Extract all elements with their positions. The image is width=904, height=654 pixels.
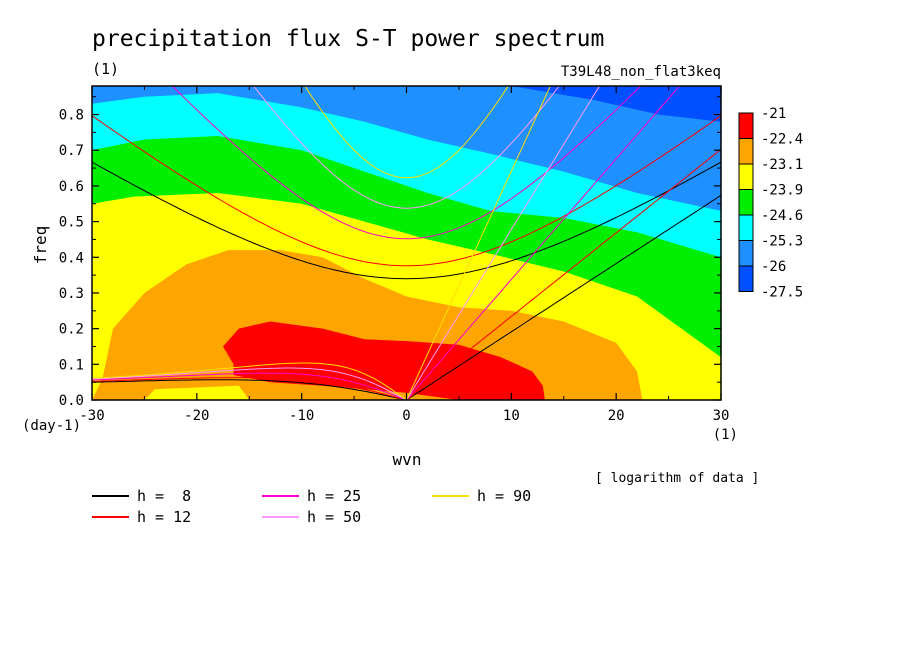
legend: h = 8 h = 12 h = 25 h = 50 h = 90	[92, 487, 531, 526]
y-tick-label: 0.8	[59, 108, 84, 124]
y-axis-label: freq	[31, 226, 50, 265]
dispersion-h-8	[92, 161, 721, 400]
x-tick-label: 10	[503, 408, 520, 424]
kelvin-wave-h-12	[406, 148, 721, 400]
colorbar-label: -24.6	[761, 208, 803, 224]
x-tick-label: -30	[79, 408, 104, 424]
rossby-wave-h-50	[92, 367, 407, 400]
chart-subtitle-left: (1)	[92, 60, 119, 78]
y-tick-label: 0.0	[59, 393, 84, 409]
colorbar-label: -21	[761, 106, 786, 122]
x-axis-unit: (1)	[713, 427, 738, 443]
y-tick-label: 0.5	[59, 215, 84, 231]
x-tick-label: 0	[402, 408, 410, 424]
y-tick-label: 0.3	[59, 286, 84, 302]
colorbar: -21 -22.4 -23.1 -23.9 -24.6 -25.3 -26 -27.5	[738, 106, 803, 301]
x-tick-label: 30	[713, 408, 730, 424]
gravity-wave-h-90	[304, 86, 509, 179]
y-axis-unit: (day-1)	[22, 418, 81, 434]
legend-label: h = 25	[307, 487, 361, 505]
data-note: [ logarithm of data ]	[595, 471, 759, 486]
plot-area	[92, 86, 721, 400]
rossby-wave-h-8	[92, 379, 407, 400]
rossby-wave-h-25	[92, 372, 407, 400]
chart-title: precipitation flux S-T power spectrum	[92, 26, 604, 52]
gravity-wave-h-8	[92, 161, 721, 280]
legend-label: h = 12	[137, 508, 191, 526]
colorbar-label: -25.3	[761, 234, 803, 250]
colorbar-swatch	[738, 138, 754, 165]
colorbar-label: -23.9	[761, 183, 803, 199]
colorbar-swatch	[738, 240, 754, 267]
legend-label: h = 50	[307, 508, 361, 526]
x-axis: -30 -20 -10 0 10 20 30	[79, 86, 729, 424]
dispersion-h-90	[92, 86, 551, 400]
gravity-wave-h-50	[253, 86, 560, 209]
colorbar-label: -23.1	[761, 157, 803, 173]
y-tick-label: 0.7	[59, 143, 84, 159]
colorbar-label: -26	[761, 259, 786, 275]
x-tick-label: 20	[608, 408, 625, 424]
dispersion-h-25	[92, 86, 681, 400]
kelvin-wave-h-90	[406, 86, 551, 400]
kelvin-wave-h-8	[406, 194, 721, 400]
y-tick-label: 0.6	[59, 179, 84, 195]
chart-subtitle-right: T39L48_non_flat3keq	[561, 64, 721, 80]
rossby-wave-h-90	[92, 362, 407, 400]
kelvin-wave-h-50	[406, 86, 601, 400]
colorbar-swatch	[738, 189, 754, 216]
gravity-wave-h-25	[171, 86, 642, 240]
legend-label: h = 90	[477, 487, 531, 505]
dispersion-h-50	[92, 86, 601, 400]
y-tick-label: 0.4	[59, 250, 84, 266]
colorbar-swatch	[738, 214, 754, 241]
colorbar-label: -22.4	[761, 132, 803, 148]
x-axis-label: wvn	[393, 450, 422, 469]
y-tick-label: 0.2	[59, 322, 84, 338]
y-axis: 0.0 0.1 0.2 0.3 0.4 0.5 0.6 0.7 0.8	[59, 96, 721, 409]
legend-label: h = 8	[137, 487, 191, 505]
rossby-wave-h-12	[92, 377, 407, 400]
kelvin-wave-h-25	[406, 86, 681, 400]
x-tick-label: -20	[184, 408, 209, 424]
x-tick-label: -10	[289, 408, 314, 424]
colorbar-swatch	[738, 163, 754, 190]
gravity-wave-h-12	[92, 115, 721, 267]
y-tick-label: 0.1	[59, 357, 84, 373]
dispersion-h-12	[92, 115, 721, 400]
colorbar-swatch	[738, 112, 754, 139]
colorbar-label: -27.5	[761, 285, 803, 301]
colorbar-swatch	[738, 265, 754, 292]
